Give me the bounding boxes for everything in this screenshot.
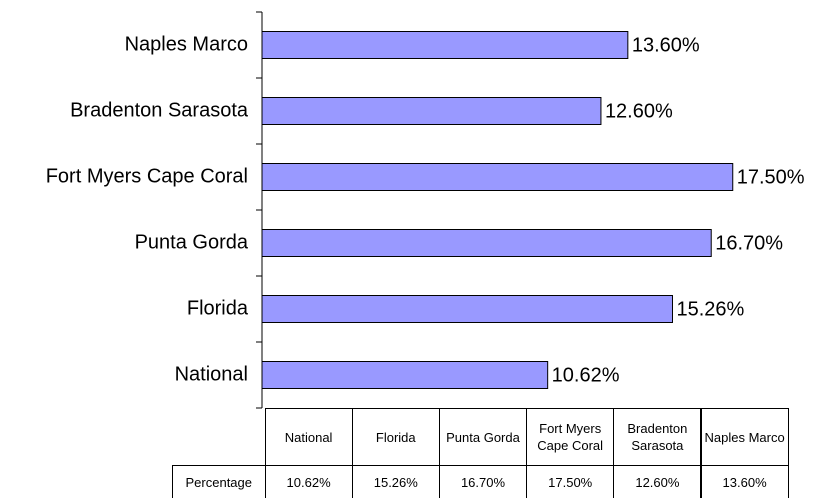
category-label: Bradenton Sarasota [70, 99, 249, 121]
bar [261, 229, 712, 257]
bar [261, 31, 629, 59]
bar [261, 295, 673, 323]
category-label: Punta Gorda [135, 231, 249, 253]
value-label: 13.60% [632, 34, 700, 56]
table-header: Fort Myers Cape Coral [526, 408, 615, 466]
table-cell: 10.62% [264, 465, 353, 498]
table-cell: 17.50% [526, 465, 615, 498]
value-label: 17.50% [737, 166, 805, 188]
category-label: Naples Marco [125, 33, 248, 55]
value-label: 15.26% [676, 298, 744, 320]
value-label: 12.60% [605, 100, 673, 122]
table-cell: 15.26% [351, 465, 440, 498]
table-header: Florida [351, 408, 440, 466]
category-label: Florida [187, 297, 249, 319]
category-label: National [175, 363, 248, 385]
bar [261, 97, 602, 125]
category-label: Fort Myers Cape Coral [46, 165, 248, 187]
bar [261, 163, 734, 191]
value-label: 10.62% [552, 364, 620, 386]
table-cell: 16.70% [438, 465, 528, 498]
table-cell: 12.60% [613, 465, 702, 498]
table-header: Punta Gorda [438, 408, 528, 466]
table-header: National [264, 408, 353, 466]
value-label: 16.70% [715, 232, 783, 254]
table-header: Bradenton Sarasota [613, 408, 702, 466]
table-header: Naples Marco [700, 408, 789, 466]
table-row-header: Percentage [172, 465, 266, 498]
table-cell: 13.60% [700, 465, 789, 498]
bar [261, 361, 549, 389]
